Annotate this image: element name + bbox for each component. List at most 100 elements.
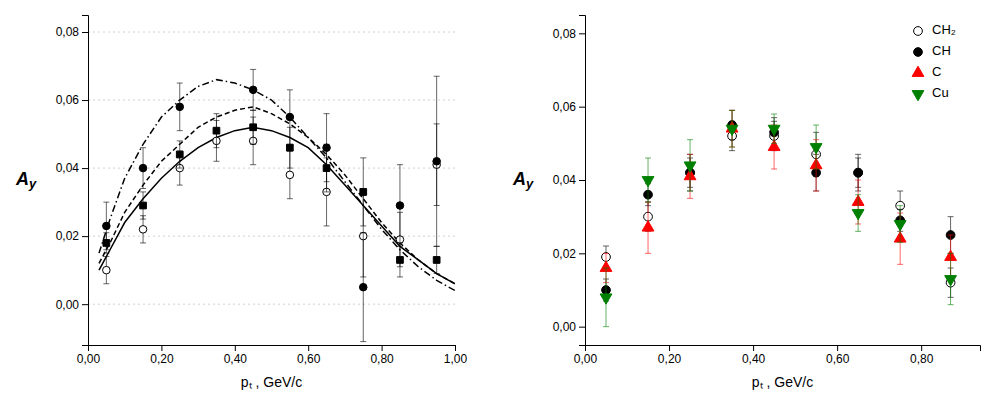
- tick-label: 0,06: [56, 93, 80, 107]
- legend-label: CH₂: [932, 22, 956, 37]
- legend-marker: [912, 66, 924, 76]
- tick-mark: [579, 33, 585, 34]
- grid-line: [88, 304, 455, 305]
- tick-mark: [235, 345, 236, 351]
- error-bars: [603, 110, 954, 282]
- markers: [103, 86, 441, 291]
- error-bars: [103, 69, 439, 341]
- chart: 0,00 0,20 0,40 0,60 0,80 1,00 0,00 0,02 0,04 0,06…: [0, 0, 1000, 405]
- x-axis-label: pₜ , GeV/c: [752, 374, 813, 390]
- tick: 1,00: [444, 345, 468, 366]
- point: [286, 144, 293, 151]
- tick-label: 0,04: [553, 173, 577, 187]
- tick-label: 0,00: [574, 352, 598, 366]
- tick: 0,02: [56, 229, 88, 243]
- axis-line: [82, 16, 89, 346]
- y-axis-label: Ay: [15, 169, 37, 192]
- markers: [600, 125, 956, 304]
- tick-label: 0,40: [224, 352, 248, 366]
- error-bar: [434, 76, 440, 246]
- tick: 0,06: [56, 93, 88, 107]
- point: [768, 125, 780, 135]
- point: [894, 221, 906, 231]
- tick-mark: [82, 32, 88, 33]
- error-bar: [177, 83, 183, 131]
- tick-label: 0,60: [297, 352, 321, 366]
- legend-item: C: [912, 64, 941, 79]
- legend-item: Cu: [912, 85, 949, 100]
- tick: 0,00: [56, 298, 88, 312]
- point: [854, 168, 863, 177]
- legend-label: C: [932, 64, 941, 79]
- tick-label: 0,00: [56, 298, 80, 312]
- tick-label: 0,08: [553, 27, 577, 41]
- tick: 0,20: [150, 345, 174, 366]
- tick-mark: [82, 100, 88, 101]
- tick: 0,60: [297, 345, 321, 366]
- tick: 0,06: [553, 100, 585, 114]
- markers: [103, 137, 441, 274]
- error-bars: [603, 110, 954, 326]
- error-bar: [250, 69, 256, 110]
- tick: 0,40: [224, 345, 248, 366]
- error-bars: [103, 117, 439, 284]
- tick: 0,02: [553, 247, 585, 261]
- point: [433, 257, 440, 264]
- point: [139, 226, 147, 234]
- legend-marker: [912, 91, 924, 101]
- x-axis-label: pₜ , GeV/c: [241, 374, 302, 390]
- tick-label: 0,80: [370, 352, 394, 366]
- legend-label: CH: [932, 43, 951, 58]
- point: [642, 177, 654, 187]
- error-bar: [140, 216, 146, 243]
- point: [433, 158, 441, 166]
- point: [250, 124, 257, 131]
- point: [684, 162, 696, 172]
- error-bar: [177, 141, 183, 168]
- point: [176, 103, 184, 111]
- line: [99, 127, 455, 283]
- axis-line: [89, 346, 456, 352]
- tick-mark: [161, 345, 162, 351]
- tick-label: 0,20: [150, 352, 174, 366]
- legend: CH₂ CH C Cu: [912, 22, 956, 100]
- tick-mark: [82, 168, 88, 169]
- tick: 0,80: [370, 345, 394, 366]
- point: [397, 257, 404, 264]
- point: [600, 294, 612, 304]
- point: [249, 86, 257, 94]
- tick-label: 0,04: [56, 161, 80, 175]
- tick-mark: [579, 253, 585, 254]
- tick: 0,60: [826, 345, 850, 366]
- x-axis: 0,00 0,20 0,40 0,60 0,80 1,00: [77, 345, 468, 366]
- error-bars: [603, 110, 954, 301]
- point: [139, 164, 147, 172]
- legend-marker: [914, 48, 923, 57]
- tick: 0,00: [574, 345, 598, 366]
- tick-label: 0,80: [910, 352, 934, 366]
- legend-item: CH: [914, 43, 951, 58]
- error-bar: [397, 165, 403, 247]
- line: [99, 107, 455, 284]
- panel: 0,00 0,20 0,40 0,60 0,80 1,00 0,00 0,02 0,04 0,06…: [15, 16, 468, 391]
- y-axis-label: Ay: [512, 169, 534, 192]
- tick-mark: [921, 345, 922, 351]
- point: [359, 283, 367, 291]
- point: [852, 210, 864, 220]
- error-bar: [213, 114, 219, 148]
- tick-label: 0,60: [826, 352, 850, 366]
- plot-area: [600, 110, 956, 326]
- point: [176, 151, 183, 158]
- tick-label: 0,40: [742, 352, 766, 366]
- markers: [600, 122, 956, 272]
- tick-label: 0,08: [56, 25, 80, 39]
- tick: 0,00: [77, 345, 101, 366]
- tick-mark: [382, 345, 383, 351]
- legend-label: Cu: [932, 85, 949, 100]
- point: [213, 127, 220, 134]
- y-axis: 0,00 0,02 0,04 0,06 0,08: [56, 16, 89, 346]
- tick-label: 0,00: [553, 320, 577, 334]
- plot-area: [99, 69, 455, 341]
- point: [360, 189, 367, 196]
- tick-label: 0,02: [56, 229, 80, 243]
